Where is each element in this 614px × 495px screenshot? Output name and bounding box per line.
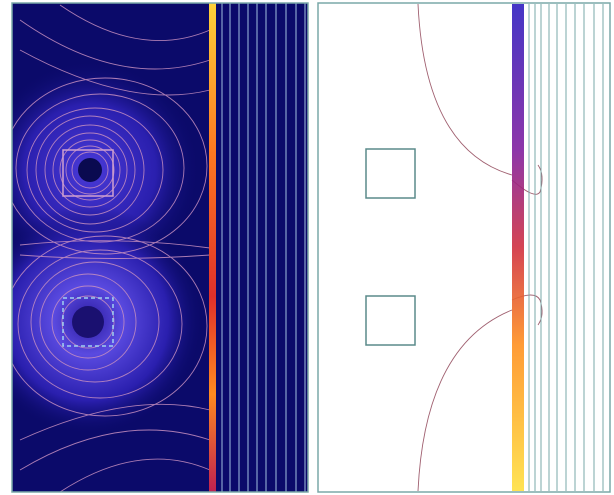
left-panel — [12, 3, 308, 492]
core — [78, 158, 102, 182]
plate — [209, 3, 216, 492]
plate — [512, 4, 524, 491]
coil — [365, 295, 416, 346]
coil — [62, 297, 114, 347]
panel-border — [11, 2, 309, 493]
right-panel — [317, 2, 611, 493]
core — [72, 306, 104, 338]
contours — [12, 4, 211, 492]
vertical-contours — [221, 3, 306, 492]
coil — [365, 148, 416, 199]
vertical-contours — [528, 4, 604, 491]
coil — [62, 149, 114, 197]
background — [317, 2, 611, 493]
